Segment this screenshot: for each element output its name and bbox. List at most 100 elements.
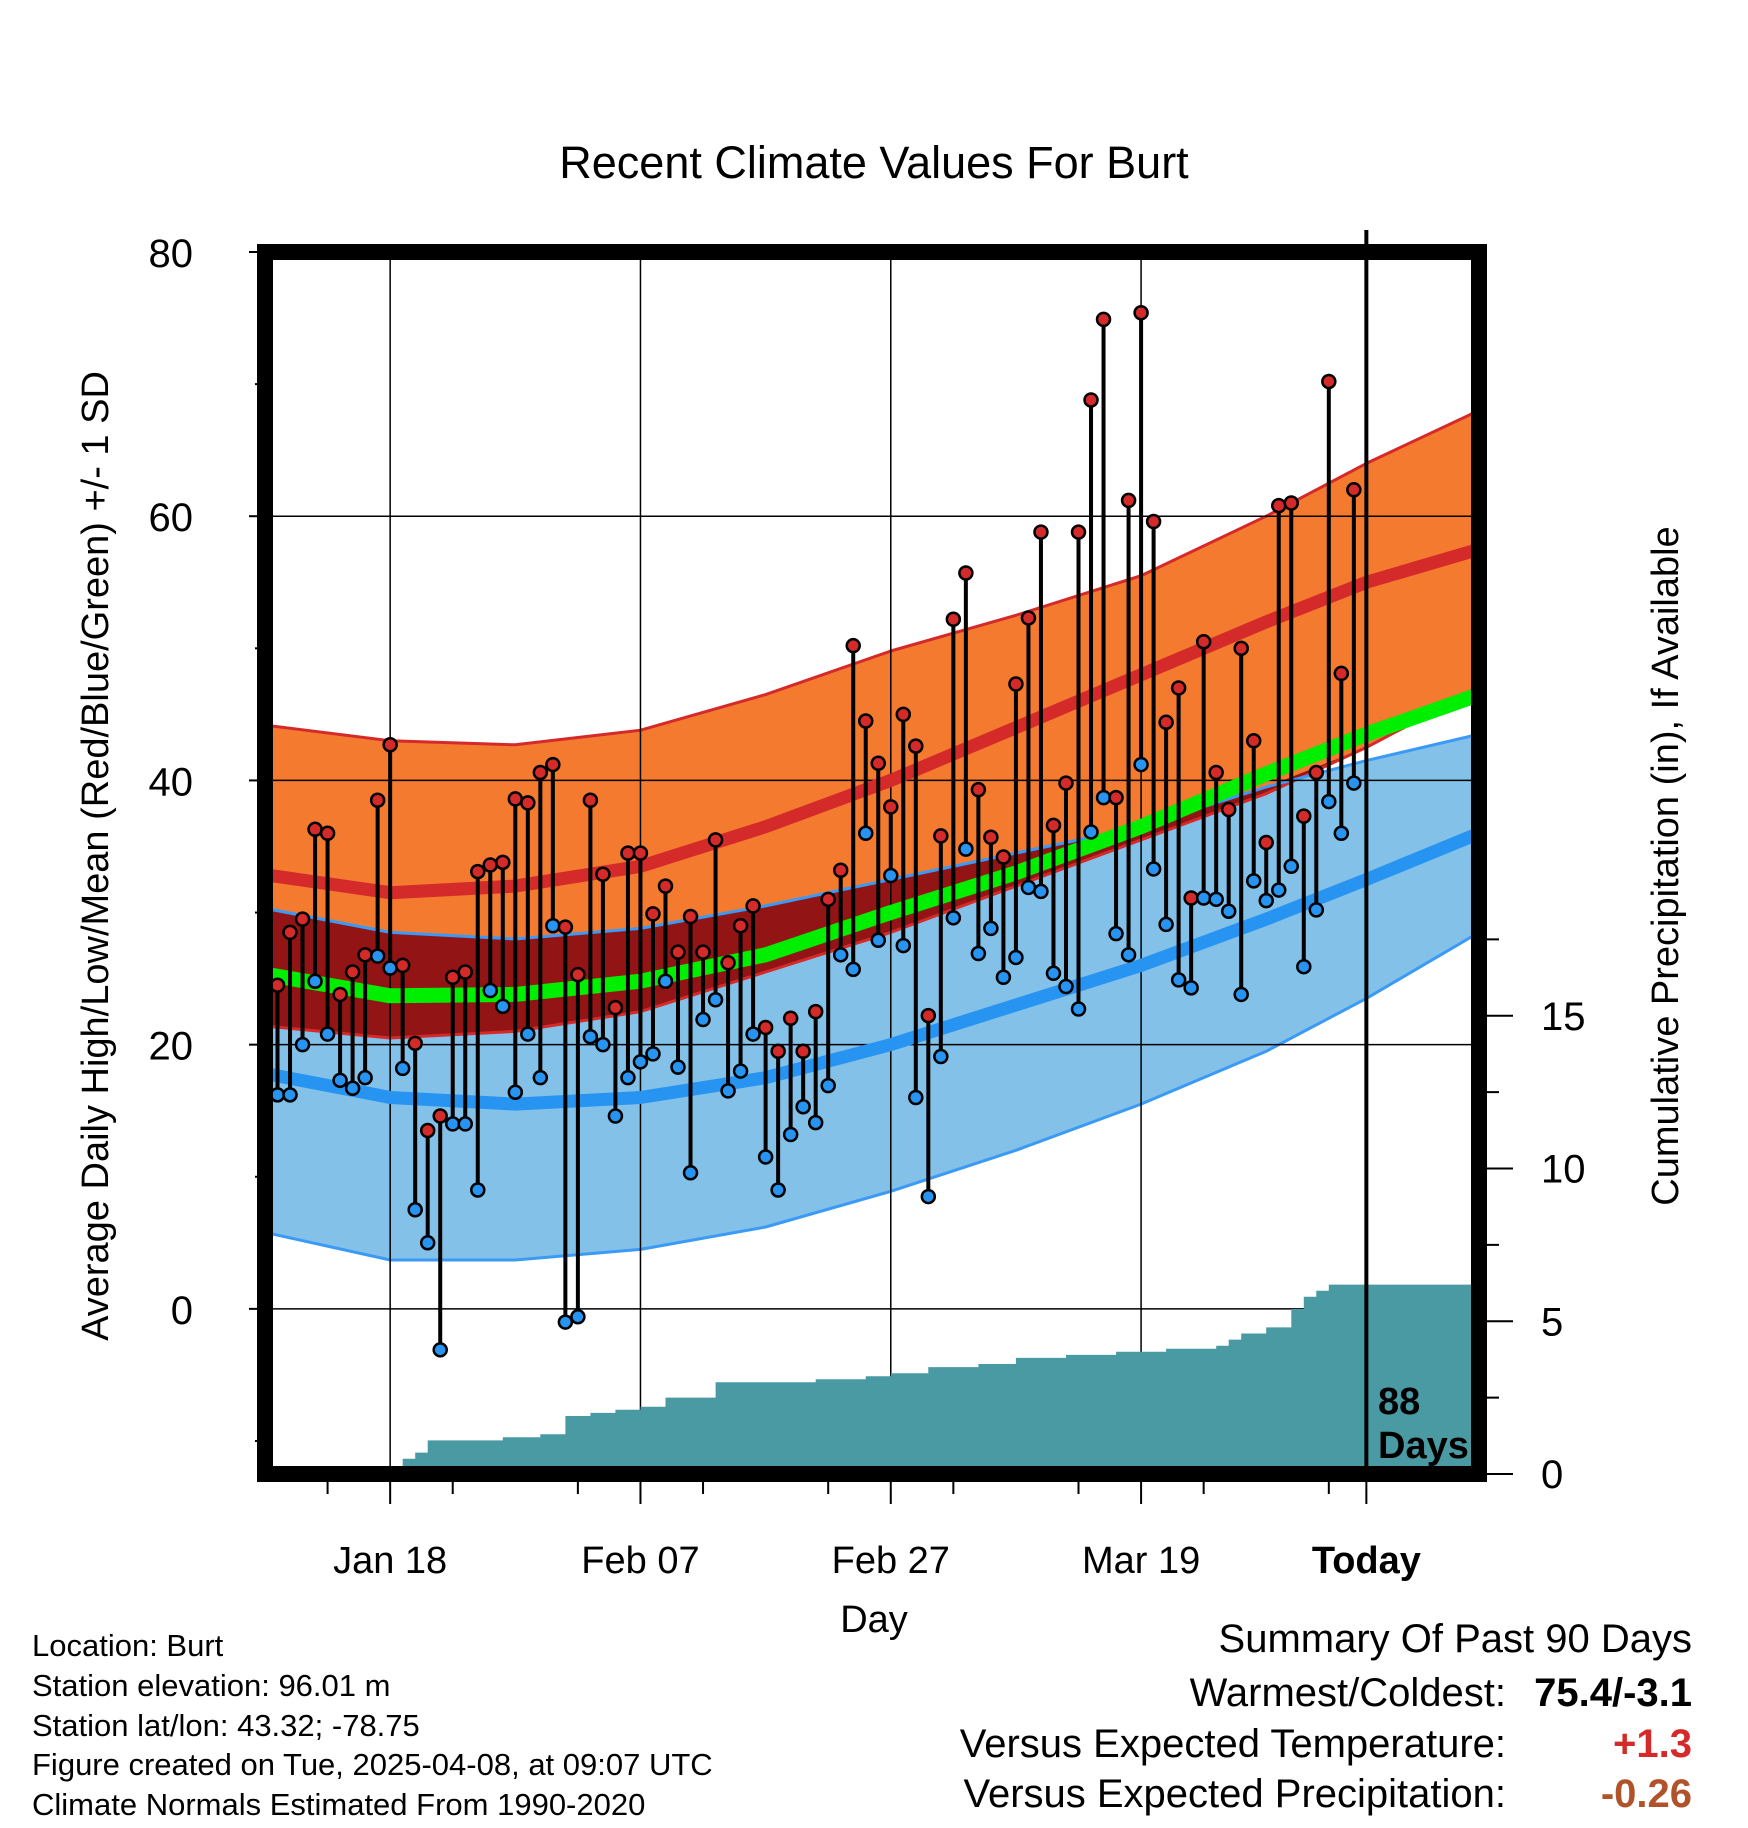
y-tick-label: 40 bbox=[149, 760, 194, 804]
daily-high-point bbox=[1120, 492, 1137, 509]
daily-high-point bbox=[1033, 524, 1049, 540]
daily-low-point bbox=[845, 961, 861, 978]
daily-high-point bbox=[595, 866, 611, 882]
daily-high-point bbox=[857, 713, 874, 729]
daily-high-point bbox=[1158, 714, 1174, 731]
daily-high-point bbox=[294, 911, 311, 927]
daily-low-point bbox=[1083, 824, 1099, 840]
daily-high-point bbox=[1108, 789, 1124, 806]
daily-low-point bbox=[695, 1011, 711, 1028]
daily-low-point bbox=[419, 1235, 436, 1251]
summary-title: Summary Of Past 90 Days bbox=[1218, 1617, 1692, 1661]
daily-high-point bbox=[945, 611, 962, 628]
daily-high-point bbox=[1296, 808, 1312, 824]
daily-low-point bbox=[1170, 972, 1187, 988]
daily-low-point bbox=[682, 1165, 699, 1181]
daily-low-point bbox=[983, 920, 999, 937]
x-tick-label: Feb 07 bbox=[581, 1540, 699, 1582]
daily-high-point bbox=[495, 854, 511, 871]
daily-high-point bbox=[432, 1108, 448, 1124]
daily-low-point bbox=[1108, 925, 1124, 942]
daily-high-point bbox=[632, 845, 649, 861]
daily-low-point bbox=[432, 1342, 448, 1358]
daily-low-point bbox=[1208, 891, 1224, 908]
daily-low-point bbox=[1283, 858, 1300, 875]
daily-low-point bbox=[495, 998, 511, 1015]
daily-low-point bbox=[945, 910, 962, 926]
daily-high-point bbox=[1283, 495, 1300, 511]
daily-high-point bbox=[1321, 373, 1337, 390]
daily-high-point bbox=[1170, 680, 1187, 696]
daily-low-point bbox=[1145, 861, 1162, 877]
daily-low-point bbox=[857, 825, 874, 842]
daily-low-point bbox=[1296, 958, 1312, 975]
normal-high-line bbox=[265, 542, 1479, 900]
daily-high-point bbox=[645, 906, 661, 922]
daily-low-point bbox=[1233, 986, 1249, 1003]
daily-high-point bbox=[344, 964, 361, 980]
daily-low-point bbox=[470, 1182, 486, 1198]
daily-high-point bbox=[1070, 524, 1087, 540]
daily-low-point bbox=[632, 1054, 649, 1070]
daily-low-point bbox=[908, 1089, 924, 1106]
daily-high-point bbox=[908, 738, 924, 754]
daily-low-point bbox=[732, 1063, 749, 1079]
daily-low-point bbox=[832, 947, 849, 963]
daily-high-point bbox=[757, 1019, 774, 1036]
daily-low-point bbox=[1120, 947, 1137, 963]
today-annotation-line2: Days bbox=[1378, 1425, 1469, 1467]
daily-high-point bbox=[745, 898, 761, 914]
daily-low-point bbox=[1346, 775, 1362, 791]
daily-high-point bbox=[720, 954, 736, 971]
daily-high-point bbox=[470, 863, 486, 880]
daily-low-point bbox=[920, 1188, 937, 1205]
daily-low-point bbox=[357, 1069, 373, 1086]
daily-high-point bbox=[1133, 305, 1149, 321]
normal-mean-line bbox=[265, 687, 1479, 1004]
cumulative-precip-area bbox=[265, 1284, 1479, 1474]
daily-high-point bbox=[382, 737, 398, 753]
daily-high-point bbox=[1208, 764, 1224, 781]
daily-high-point bbox=[520, 795, 536, 811]
daily-high-point bbox=[357, 947, 373, 963]
daily-high-point bbox=[1145, 513, 1162, 530]
daily-high-point bbox=[832, 862, 849, 879]
daily-low-point bbox=[1333, 825, 1350, 842]
daily-low-point bbox=[1245, 873, 1262, 889]
plot-frame bbox=[257, 244, 1487, 1482]
daily-low-point bbox=[507, 1084, 524, 1100]
daily-high-point bbox=[870, 755, 887, 772]
daily-high-point bbox=[933, 828, 949, 844]
daily-high-point bbox=[707, 832, 724, 848]
daily-low-point bbox=[1033, 883, 1049, 900]
daily-low-point bbox=[319, 1026, 336, 1042]
info-normals: Climate Normals Estimated From 1990-2020 bbox=[32, 1787, 646, 1822]
daily-high-point bbox=[958, 565, 974, 581]
daily-low-point bbox=[545, 918, 561, 934]
daily-high-point bbox=[1195, 633, 1212, 650]
chart-title: Recent Climate Values For Burt bbox=[559, 137, 1189, 188]
daily-high-point bbox=[920, 1007, 937, 1024]
y-axis-label: Average Daily High/Low/Mean (Red/Blue/Gr… bbox=[75, 371, 117, 1341]
daily-high-point bbox=[1245, 733, 1262, 749]
daily-high-point bbox=[332, 986, 348, 1003]
daily-low-point bbox=[307, 973, 323, 989]
low-sd-band bbox=[265, 734, 1479, 1260]
daily-high-point bbox=[1058, 775, 1074, 791]
daily-low-point bbox=[332, 1072, 348, 1089]
summary-warmest-coldest-label: Warmest/Coldest: bbox=[1189, 1671, 1506, 1715]
daily-high-point bbox=[820, 891, 836, 908]
daily-low-point bbox=[457, 1116, 473, 1132]
daily-low-point bbox=[720, 1083, 736, 1099]
daily-low-point bbox=[1070, 1001, 1087, 1017]
daily-high-point bbox=[895, 706, 912, 723]
daily-high-point bbox=[1258, 834, 1274, 851]
info-latlon: Station lat/lon: 43.32; -78.75 bbox=[32, 1708, 420, 1743]
daily-high-point bbox=[1333, 665, 1350, 682]
daily-high-point bbox=[557, 919, 574, 935]
daily-low-point bbox=[294, 1036, 311, 1053]
y-tick-label: 20 bbox=[149, 1025, 194, 1069]
y2-tick-label: 10 bbox=[1541, 1148, 1586, 1192]
x-tick-label: Jan 18 bbox=[333, 1540, 447, 1582]
daily-high-point bbox=[970, 781, 987, 798]
